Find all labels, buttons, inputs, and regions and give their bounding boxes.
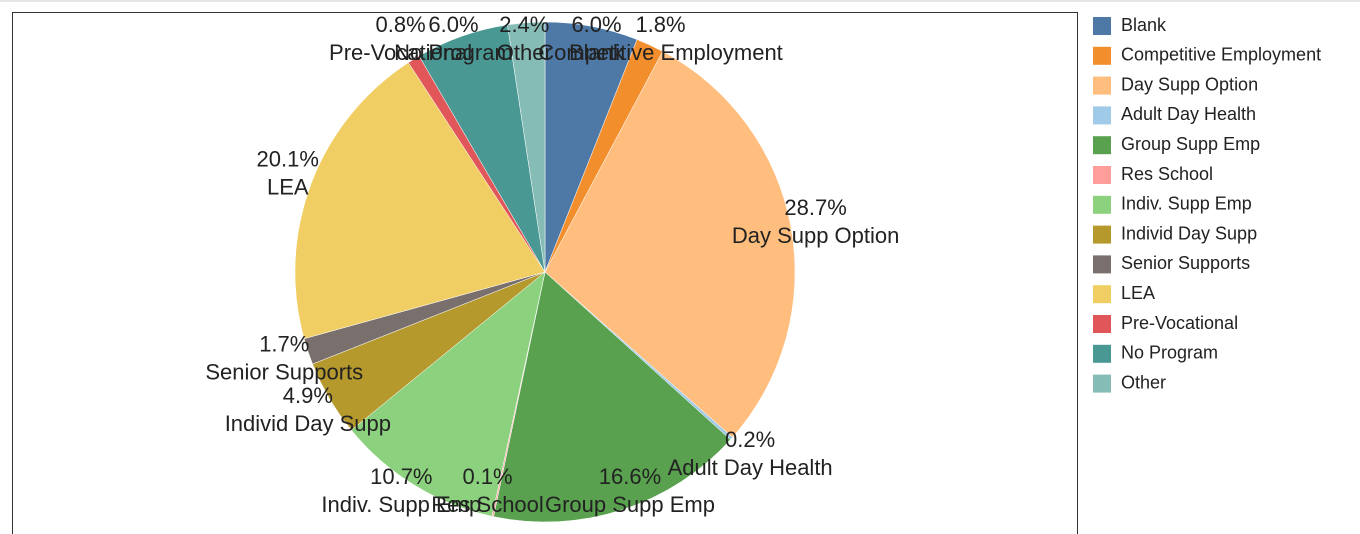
slice-percent: 16.6% bbox=[599, 464, 661, 489]
legend-swatch bbox=[1093, 76, 1111, 95]
pie-slice bbox=[544, 51, 796, 438]
slice-percent: 28.7% bbox=[784, 195, 846, 220]
slice-percent: 1.7% bbox=[259, 331, 309, 356]
legend-swatch bbox=[1093, 17, 1111, 35]
pie-slice bbox=[493, 271, 731, 523]
legend-swatch bbox=[1093, 344, 1111, 363]
slice-percent: 0.2% bbox=[725, 427, 775, 452]
legend-swatch bbox=[1093, 106, 1111, 125]
legend-swatch bbox=[1093, 136, 1111, 155]
legend-swatch bbox=[1093, 225, 1111, 244]
pie-slice bbox=[507, 21, 546, 273]
slice-percent: 2.4% bbox=[499, 12, 549, 37]
legend-label: No Program bbox=[1121, 343, 1218, 363]
slice-label: Group Supp Emp bbox=[545, 492, 715, 517]
chart-panel bbox=[12, 12, 1078, 534]
slice-label: LEA bbox=[267, 175, 309, 200]
pie-slice bbox=[351, 271, 546, 517]
legend-label: LEA bbox=[1121, 283, 1155, 303]
legend-swatch bbox=[1093, 195, 1111, 214]
slice-percent: 10.7% bbox=[370, 464, 432, 489]
legend-label: Individ Day Supp bbox=[1121, 223, 1257, 243]
legend-label: Other bbox=[1121, 372, 1166, 392]
slice-percent: 4.9% bbox=[283, 383, 333, 408]
pie-slice bbox=[294, 62, 546, 340]
legend-label: Blank bbox=[1121, 15, 1167, 35]
slice-label: Senior Supports bbox=[205, 359, 363, 384]
slice-label: Other bbox=[497, 40, 552, 65]
slice-label: Res School bbox=[431, 492, 544, 517]
slice-label: No Program bbox=[394, 40, 513, 65]
legend-swatch bbox=[1093, 166, 1111, 184]
slice-percent: 1.8% bbox=[635, 12, 685, 37]
slice-label: Competitive Employment bbox=[538, 40, 783, 65]
slice-percent: 0.8% bbox=[375, 12, 425, 37]
legend-swatch bbox=[1093, 255, 1111, 274]
slice-label: Blank bbox=[569, 40, 625, 65]
legend-label: Pre-Vocational bbox=[1121, 313, 1238, 333]
legend-swatch bbox=[1093, 46, 1111, 65]
legend-label: Competitive Employment bbox=[1121, 45, 1321, 65]
legend-swatch bbox=[1093, 374, 1111, 393]
legend-swatch bbox=[1093, 315, 1111, 333]
slice-percent: 6.0% bbox=[428, 12, 478, 37]
slice-label: Pre-Vocational bbox=[329, 40, 472, 65]
slice-percent: 0.1% bbox=[462, 464, 512, 489]
slice-label: Indiv. Supp Emp bbox=[321, 492, 481, 517]
slice-label: Individ Day Supp bbox=[225, 411, 391, 436]
slice-label: Day Supp Option bbox=[732, 223, 900, 248]
legend-label: Senior Supports bbox=[1121, 253, 1250, 273]
slice-percent: 20.1% bbox=[257, 147, 319, 172]
legend-label: Adult Day Health bbox=[1121, 104, 1256, 124]
legend-label: Res School bbox=[1121, 164, 1213, 184]
slice-percent: 6.0% bbox=[571, 12, 621, 37]
legend-label: Day Supp Option bbox=[1121, 74, 1258, 94]
legend-label: Group Supp Emp bbox=[1121, 134, 1260, 154]
slice-label: Adult Day Health bbox=[668, 455, 833, 480]
legend-swatch bbox=[1093, 285, 1111, 304]
legend-label: Indiv. Supp Emp bbox=[1121, 194, 1252, 214]
